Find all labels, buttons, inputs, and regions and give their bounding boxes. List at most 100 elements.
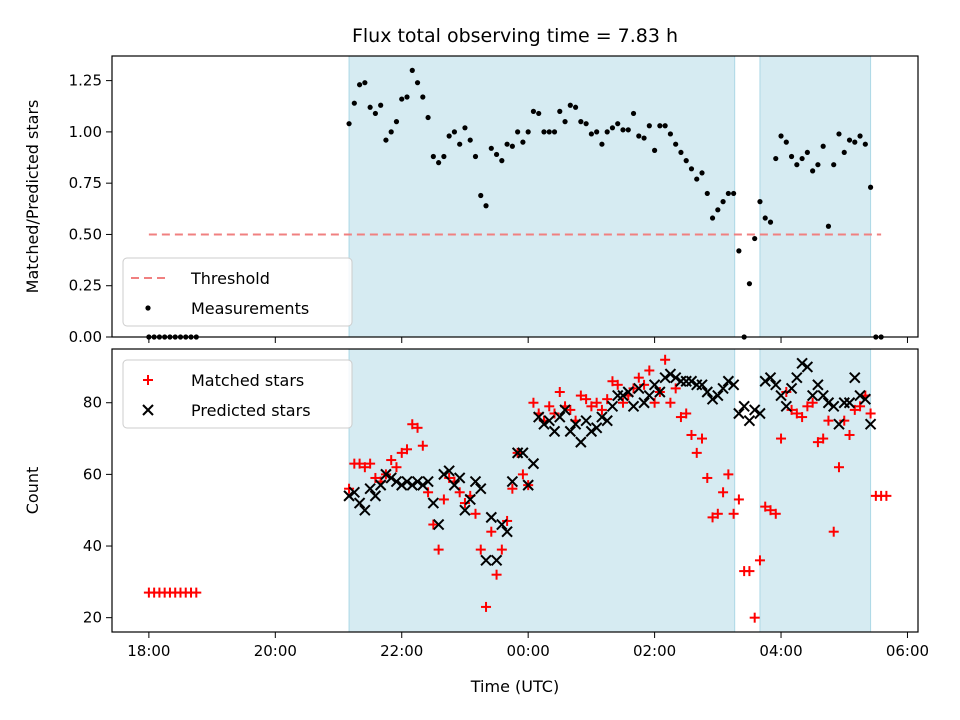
predicted-star-point <box>406 479 418 491</box>
measurement-point <box>657 123 663 129</box>
measurement-point <box>541 129 547 135</box>
matched-star-point <box>544 401 555 412</box>
measurement-point <box>504 141 510 147</box>
measurement-point <box>699 170 705 176</box>
predicted-star-point <box>833 418 845 430</box>
measurement-point <box>493 151 500 158</box>
measurement-point <box>867 184 874 190</box>
matched-star-point <box>402 444 413 455</box>
predicted-star-point <box>801 361 814 373</box>
matched-star-point <box>475 544 486 555</box>
matched-star-point <box>786 404 797 415</box>
y-tick-label: 0.00 <box>69 328 102 346</box>
measurement-point <box>393 119 400 125</box>
matched-star-point <box>191 587 202 598</box>
matched-star-point <box>823 415 834 426</box>
measurement-point <box>620 127 626 133</box>
matched-star-point <box>354 458 365 469</box>
measurement-point <box>678 149 684 156</box>
measurement-point <box>367 104 373 110</box>
measurement-point <box>762 215 768 221</box>
predicted-star-point <box>849 371 861 384</box>
matched-star-point <box>365 458 376 469</box>
measurement-point <box>641 135 647 141</box>
x-tick-label: 06:00 <box>886 642 929 660</box>
predicted-star-point <box>385 472 397 484</box>
measurement-point <box>788 153 795 160</box>
x-tick-label: 04:00 <box>759 642 802 660</box>
observing-window-span <box>348 55 736 338</box>
measurement-point <box>694 176 700 182</box>
matched-star-point <box>554 386 565 397</box>
predicted-star-point <box>633 382 645 395</box>
measurement-point <box>362 80 368 86</box>
predicted-star-point <box>432 518 445 531</box>
matched-star-point <box>723 469 734 480</box>
measurement-point <box>820 143 826 149</box>
predicted-star-point <box>343 490 355 502</box>
matched-star-point <box>412 422 423 433</box>
matched-star-point <box>660 354 671 365</box>
predicted-star-point <box>475 483 487 495</box>
legend-label: Measurements <box>191 299 309 318</box>
predicted-star-point <box>622 386 634 398</box>
predicted-star-point <box>638 397 650 409</box>
matched-star-point <box>565 404 576 415</box>
measurement-point <box>836 131 842 137</box>
matched-star-point <box>644 365 655 376</box>
y-axis-label: Count <box>23 467 42 515</box>
predicted-star-point <box>843 397 856 409</box>
x-axis-label: Time (UTC) <box>470 677 559 696</box>
x-tick-label: 22:00 <box>380 642 423 660</box>
predicted-star-point <box>648 379 661 391</box>
measurement-point <box>372 110 378 117</box>
matched-star-point <box>344 483 355 494</box>
matched-star-point <box>802 401 813 412</box>
legend: Threshold Measurements <box>122 257 353 327</box>
matched-star-point <box>633 372 644 383</box>
measurement-point <box>457 141 463 147</box>
predicted-star-point <box>585 425 598 438</box>
measurement-point <box>488 145 494 151</box>
predicted-star-point <box>738 400 750 413</box>
measurement-point <box>520 139 526 145</box>
measurement-point <box>562 119 568 125</box>
measurement-point <box>767 219 774 225</box>
predicted-star-point <box>796 357 808 370</box>
matched-star-point <box>438 494 449 505</box>
matched-star-point <box>881 490 892 501</box>
matched-star-point <box>781 386 792 397</box>
predicted-star-point <box>374 479 387 491</box>
predicted-star-point <box>822 397 835 409</box>
predicted-star-point <box>817 389 829 402</box>
matched-star-point <box>707 512 718 523</box>
measurement-point <box>441 153 447 160</box>
matched-star-point <box>517 469 528 480</box>
predicted-star-point <box>506 475 519 488</box>
chart-title: Flux total observing time = 7.83 h <box>352 25 678 47</box>
measurement-point <box>652 147 658 153</box>
observing-window-span <box>759 55 872 338</box>
measurement-point <box>636 133 642 139</box>
measurement-point <box>451 129 458 135</box>
predicted-star-point <box>812 379 824 391</box>
predicted-star-point <box>559 404 571 416</box>
measurement-point <box>509 143 515 149</box>
measurement-point <box>720 199 726 205</box>
matched-star-point <box>855 401 866 412</box>
matched-star-point <box>681 408 692 419</box>
predicted-star-point <box>417 479 429 491</box>
measurement-point <box>346 121 352 127</box>
matched-star-point <box>797 412 808 423</box>
matched-star-point <box>686 429 697 440</box>
measurement-point <box>478 192 484 199</box>
predicted-star-point <box>348 486 361 498</box>
measurement-point <box>662 123 668 129</box>
predicted-star-point <box>480 554 492 567</box>
measurement-point <box>846 137 853 143</box>
predicted-star-point <box>401 475 413 488</box>
predicted-star-point <box>359 504 371 516</box>
measurement-point <box>615 121 621 127</box>
predicted-star-point <box>459 504 471 516</box>
